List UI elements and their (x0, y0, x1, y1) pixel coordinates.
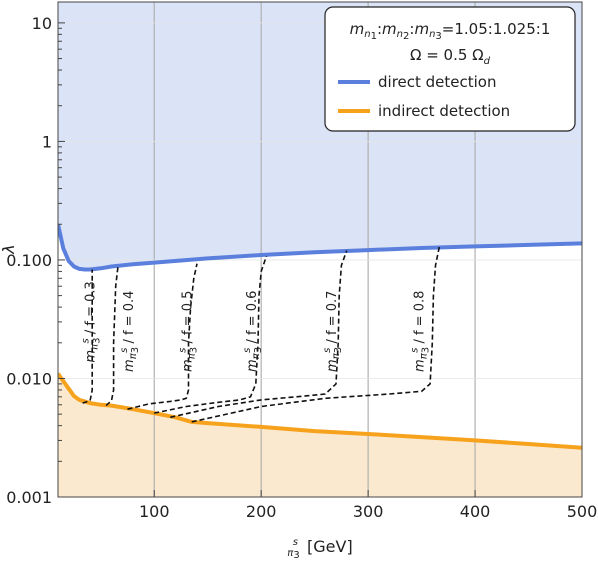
contour-line-2 (127, 263, 198, 410)
legend-box (324, 6, 576, 132)
plot-frame (57, 1, 583, 498)
axis-ticks: 100 200 300 400 500 0.001 0.010 0.100 1 10 (6, 14, 597, 521)
y-axis-title: λ (0, 244, 18, 254)
contour-label-0: mπ3s / f = 0.3 (80, 281, 102, 362)
y-tick-label-3: 1 (42, 132, 52, 151)
contour-line-5 (191, 244, 441, 423)
contour-line-3 (154, 255, 268, 414)
contour-line-4 (170, 250, 348, 419)
contour-label-1: mπ3s / f = 0.4 (119, 291, 141, 372)
contour-label-4: mπ3s / f = 0.7 (322, 291, 344, 372)
legend-entry-1: indirect detection (378, 102, 510, 120)
contour-label-5: mπ3s / f = 0.8 (410, 291, 432, 372)
legend: mn1:mn2:mn3=1.05:1.025:1 Ω = 0.5 Ωd direct… (324, 6, 576, 132)
contour-label-2: mπ3s / f = 0.5 (178, 291, 200, 372)
contour-line-1 (105, 267, 119, 407)
y-tick-label-2: 0.100 (6, 251, 52, 270)
contour-lines (82, 244, 441, 423)
x-tick-label-100: 100 (139, 502, 170, 521)
x-tick-label-200: 200 (246, 502, 277, 521)
y-tick-label-0: 0.001 (6, 488, 52, 507)
y-tick-label-1: 0.010 (6, 369, 52, 388)
contour-label-3: mπ3s / f = 0.6 (242, 291, 264, 372)
series-line-0 (58, 223, 582, 272)
legend-entry-0: direct detection (378, 73, 497, 91)
x-axis-title: π3s [GeV] (287, 537, 352, 561)
y-tick-label-4: 10 (32, 14, 52, 33)
x-tick-label-500: 500 (567, 502, 598, 521)
legend-omega: Ω = 0.5 Ωd (410, 46, 491, 67)
x-tick-label-400: 400 (460, 502, 491, 521)
legend-mass-ratio: mn1:mn2:mn3=1.05:1.025:1 (350, 20, 551, 42)
region-indirect-excluded (58, 373, 582, 497)
contour-line-0 (82, 269, 93, 404)
x-tick-label-300: 300 (353, 502, 384, 521)
axis-titles: π3s [GeV] λ (0, 244, 353, 561)
contour-labels: mπ3s / f = 0.3 mπ3s / f = 0.4 mπ3s / f = 0… (80, 281, 431, 372)
